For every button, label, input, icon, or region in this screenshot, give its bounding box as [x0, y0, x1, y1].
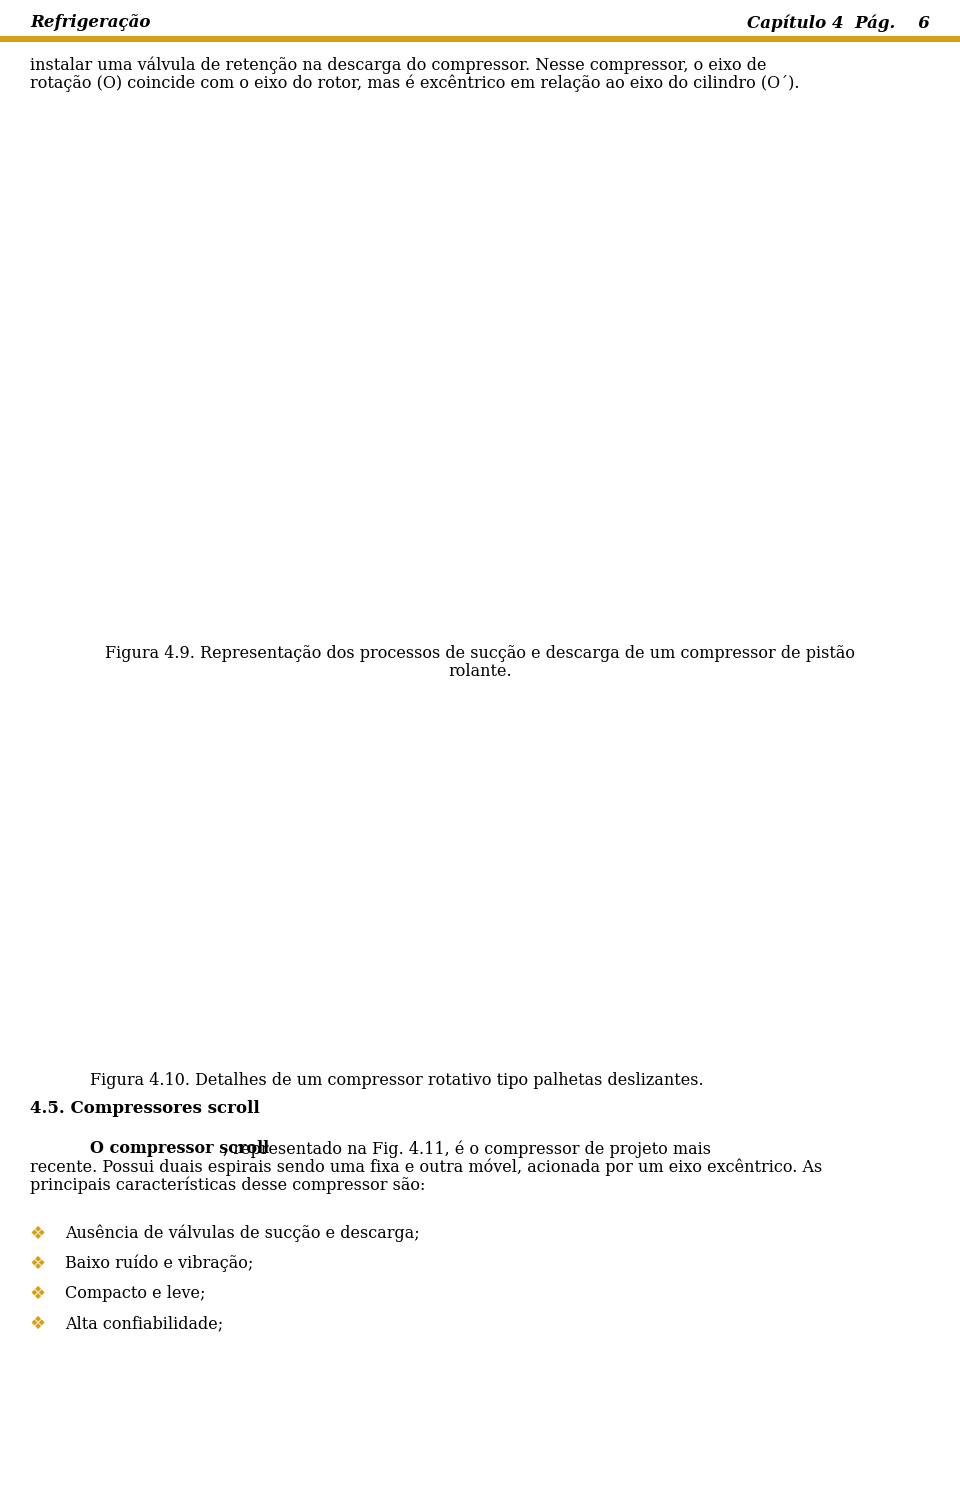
Text: Capítulo 4  Pág.    6: Capítulo 4 Pág. 6 — [747, 13, 930, 31]
Text: ❖: ❖ — [30, 1315, 46, 1333]
Text: , representado na Fig. 4.11, é o compressor de projeto mais: , representado na Fig. 4.11, é o compres… — [223, 1141, 711, 1157]
Text: Figura 4.9. Representação dos processos de sucção e descarga de um compressor de: Figura 4.9. Representação dos processos … — [105, 645, 855, 661]
Text: rolante.: rolante. — [448, 663, 512, 679]
Text: O compressor scroll: O compressor scroll — [90, 1141, 269, 1157]
Text: Figura 4.10. Detalhes de um compressor rotativo tipo palhetas deslizantes.: Figura 4.10. Detalhes de um compressor r… — [90, 1072, 704, 1088]
Text: 4.5. Compressores scroll: 4.5. Compressores scroll — [30, 1100, 260, 1117]
Text: Alta confiabilidade;: Alta confiabilidade; — [65, 1315, 224, 1332]
Text: recente. Possui duais espirais sendo uma fixa e outra móvel, acionada por um eix: recente. Possui duais espirais sendo uma… — [30, 1159, 823, 1175]
Text: rotação (O) coincide com o eixo do rotor, mas é excêntrico em relação ao eixo do: rotação (O) coincide com o eixo do rotor… — [30, 75, 800, 91]
Bar — [0, 36, 960, 42]
Text: Baixo ruído e vibração;: Baixo ruído e vibração; — [65, 1256, 253, 1272]
Text: Compacto e leve;: Compacto e leve; — [65, 1285, 205, 1302]
Text: ❖: ❖ — [30, 1224, 46, 1244]
Text: ❖: ❖ — [30, 1285, 46, 1303]
Text: ❖: ❖ — [30, 1256, 46, 1274]
Text: Refrigeração: Refrigeração — [30, 13, 151, 31]
Text: instalar uma válvula de retenção na descarga do compressor. Nesse compressor, o : instalar uma válvula de retenção na desc… — [30, 57, 766, 73]
Text: Ausência de válvulas de sucção e descarga;: Ausência de válvulas de sucção e descarg… — [65, 1224, 420, 1242]
Text: principais características desse compressor são:: principais características desse compres… — [30, 1176, 425, 1193]
